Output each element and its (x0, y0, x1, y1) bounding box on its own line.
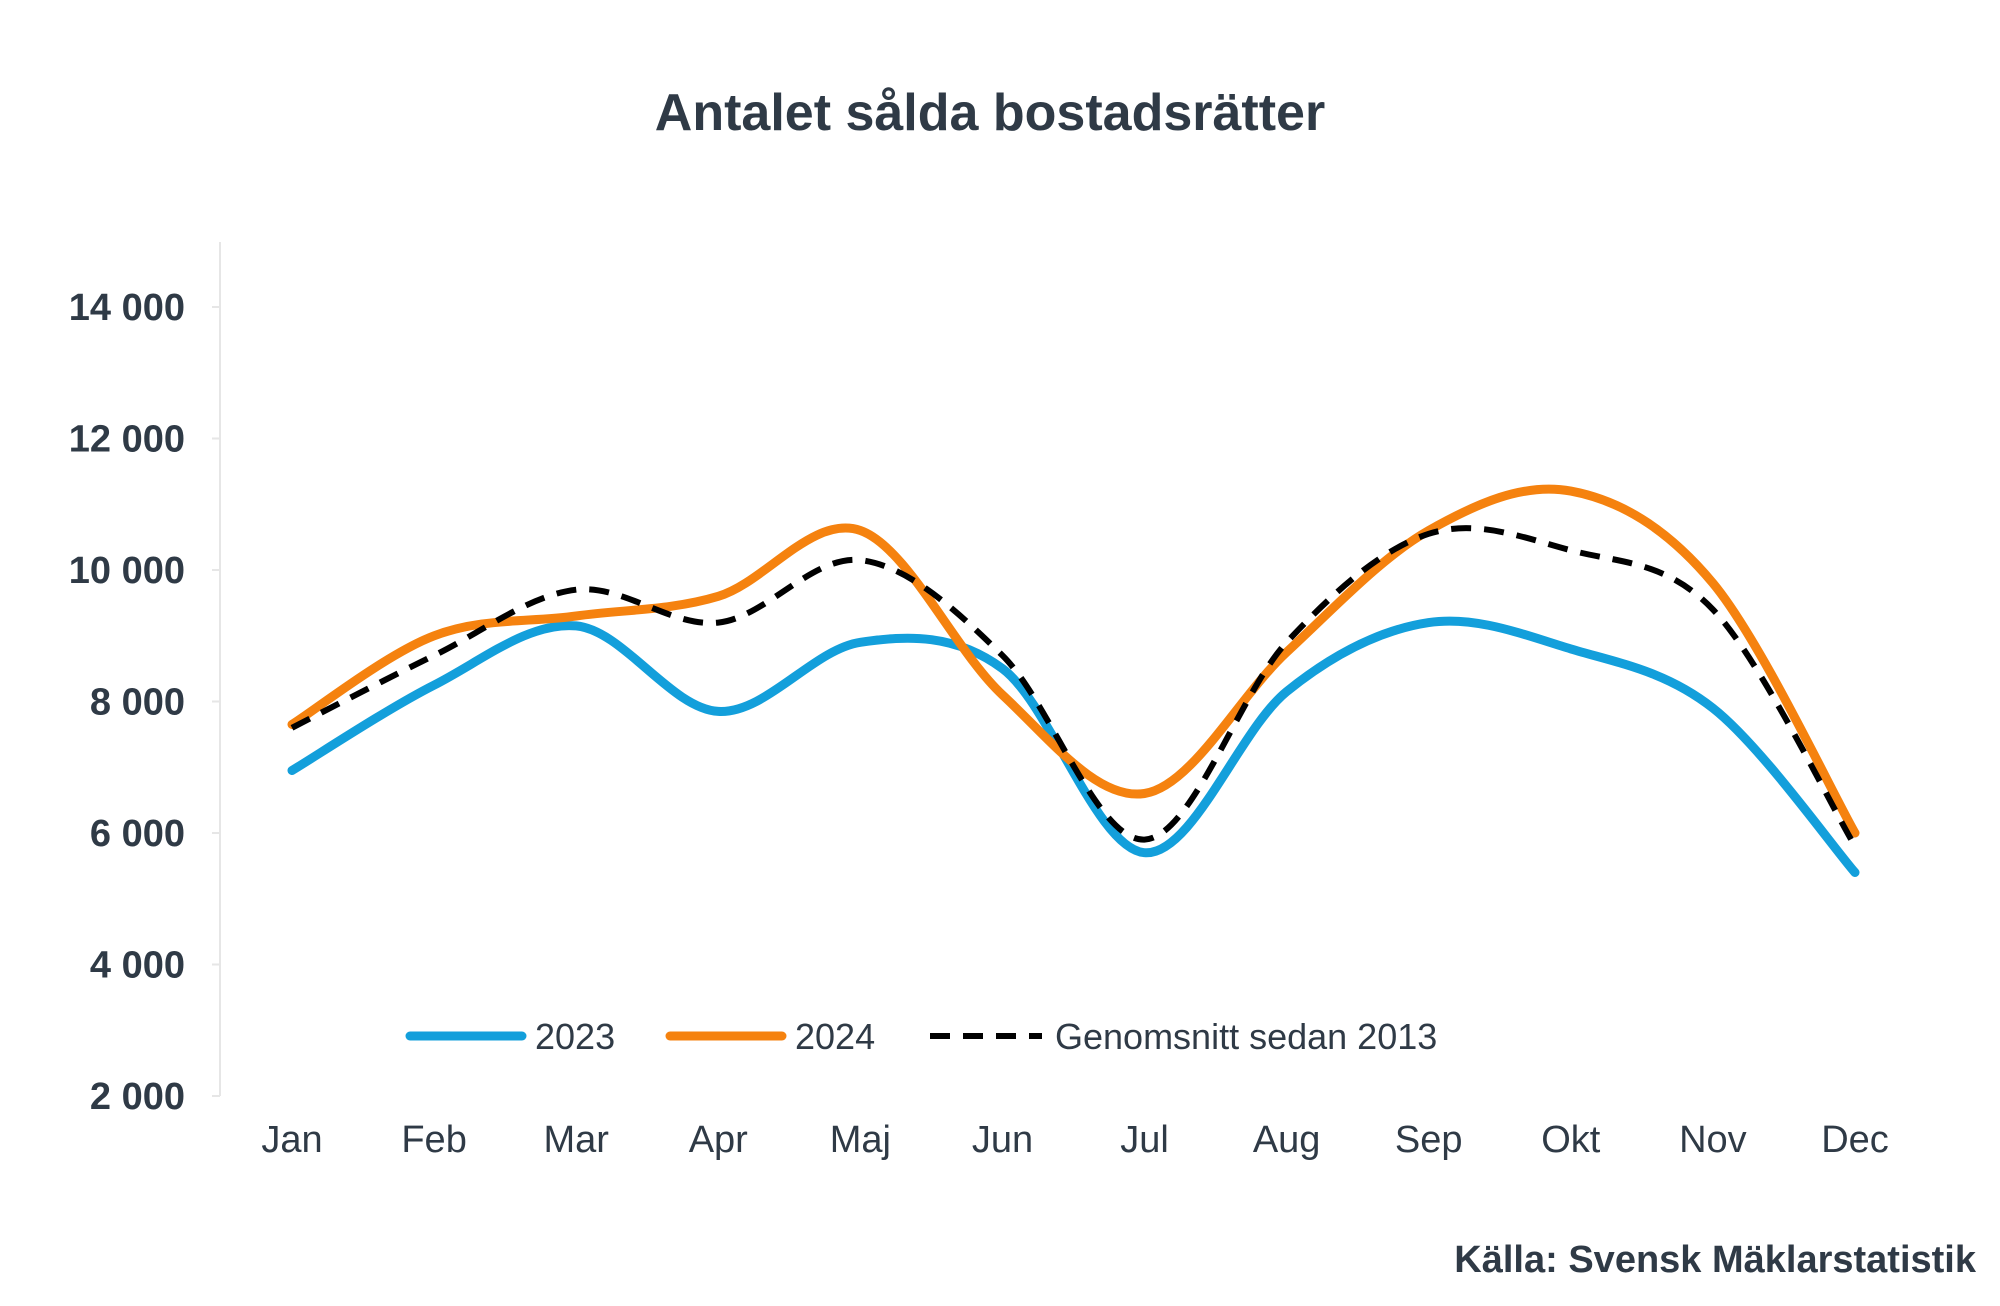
series-line-2 (287, 484, 1860, 838)
legend-label-3: Genomsnitt sedan 2013 (1055, 1016, 1437, 1057)
y-tick-label: 12 000 (69, 419, 185, 461)
y-axis-ticks: 2 000 4 000 6 000 8 000 10 000 12 000 14 000 (69, 287, 220, 1118)
legend: 2023 2024 Genomsnitt sedan 2013 (405, 1016, 1437, 1057)
x-tick-label: Jul (1120, 1119, 1169, 1161)
series-lines (287, 484, 1860, 877)
x-tick-label: Dec (1821, 1119, 1889, 1161)
x-tick-label: Nov (1679, 1119, 1747, 1161)
y-tick-label: 6 000 (90, 813, 185, 855)
x-tick-label: Okt (1541, 1119, 1601, 1161)
series-line-3 (290, 525, 1858, 848)
source-label: Källa: Svensk Mäklarstatistik (1454, 1239, 1977, 1281)
y-tick-label: 14 000 (69, 287, 185, 329)
legend-label-1: 2023 (535, 1016, 615, 1057)
legend-label-2: 2024 (795, 1016, 875, 1057)
x-tick-label: Jun (972, 1119, 1033, 1161)
x-tick-label: Sep (1395, 1119, 1463, 1161)
x-tick-label: Maj (830, 1119, 891, 1161)
x-tick-label: Feb (401, 1119, 466, 1161)
x-axis-ticks: Jan Feb Mar Apr Maj Jun Jul Aug Sep Okt Nov Dec (261, 1119, 1888, 1161)
x-tick-label: Apr (689, 1119, 748, 1161)
x-tick-label: Mar (543, 1119, 609, 1161)
x-tick-label: Jan (261, 1119, 322, 1161)
y-tick-label: 10 000 (69, 550, 185, 592)
y-tick-label: 4 000 (90, 945, 185, 987)
x-tick-label: Aug (1253, 1119, 1321, 1161)
y-tick-label: 8 000 (90, 682, 185, 724)
series-line-1 (287, 616, 1860, 877)
y-tick-label: 2 000 (90, 1076, 185, 1118)
chart-title: Antalet sålda bostadsrätter (655, 84, 1325, 142)
